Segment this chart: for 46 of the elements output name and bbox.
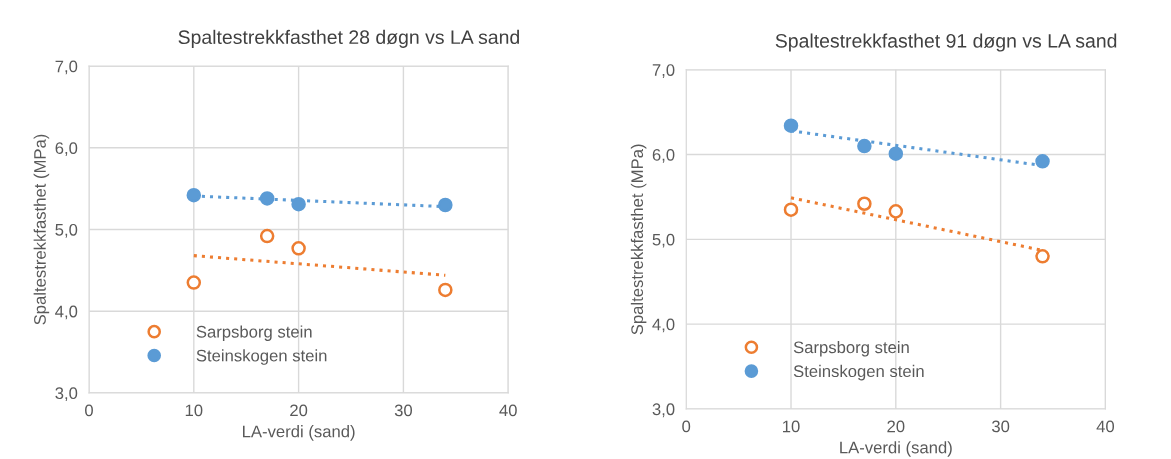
chart-title: Spaltestrekkfasthet 91 døgn vs LA sand	[775, 33, 1117, 52]
point	[783, 118, 799, 133]
y-tick-label: 5,0	[652, 233, 675, 248]
x-tick-label: 20	[290, 404, 308, 417]
point	[438, 197, 453, 213]
x-tick-label: 30	[991, 420, 1010, 433]
legend-label: Sarpsborg stein	[793, 340, 909, 357]
x-axis-title: LA-verdi (sand)	[840, 441, 952, 457]
y-axis-title: Spaltestrekkfasthet (MPa)	[630, 144, 647, 335]
x-tick-label: 10	[185, 404, 203, 417]
legend-label: Steinskogen stein	[196, 349, 327, 365]
x-tick-label: 0	[682, 420, 691, 433]
point	[888, 204, 904, 219]
y-tick-label: 7,0	[55, 60, 78, 75]
y-axis-title: Spaltestrekkfasthet (MPa)	[33, 134, 50, 325]
y-tick-label: 3,0	[55, 387, 78, 402]
y-tick-label: 6,0	[55, 142, 78, 156]
y-tick-label: 3,0	[652, 403, 675, 418]
point	[186, 275, 202, 290]
y-tick-label: 7,0	[652, 64, 675, 78]
point	[259, 228, 275, 244]
point	[783, 202, 799, 217]
y-tick-label: 4,0	[652, 318, 675, 333]
x-tick-label: 0	[85, 404, 93, 417]
legend-label: Steinskogen stein	[793, 364, 924, 381]
point	[186, 187, 202, 203]
point	[1035, 154, 1050, 169]
legend-label: Sarpsborg stein	[196, 325, 312, 341]
point	[259, 191, 275, 206]
x-tick-label: 10	[783, 420, 800, 433]
x-tick-label: 20	[887, 420, 905, 433]
x-tick-label: 40	[499, 404, 517, 417]
x-tick-label: 30	[394, 404, 413, 417]
chart-title: Spaltestrekkfasthet 28 døgn vs LA sand	[178, 29, 519, 48]
y-tick-label: 5,0	[55, 223, 78, 238]
x-axis-title: LA-verdi (sand)	[243, 425, 355, 441]
point	[438, 282, 453, 298]
point	[1035, 249, 1050, 264]
point	[888, 146, 904, 161]
point	[857, 196, 872, 212]
point	[291, 241, 306, 256]
y-tick-label: 4,0	[55, 305, 78, 320]
point	[857, 138, 872, 154]
y-tick-label: 6,0	[652, 148, 675, 163]
x-tick-label: 40	[1096, 420, 1115, 433]
point	[291, 196, 306, 212]
